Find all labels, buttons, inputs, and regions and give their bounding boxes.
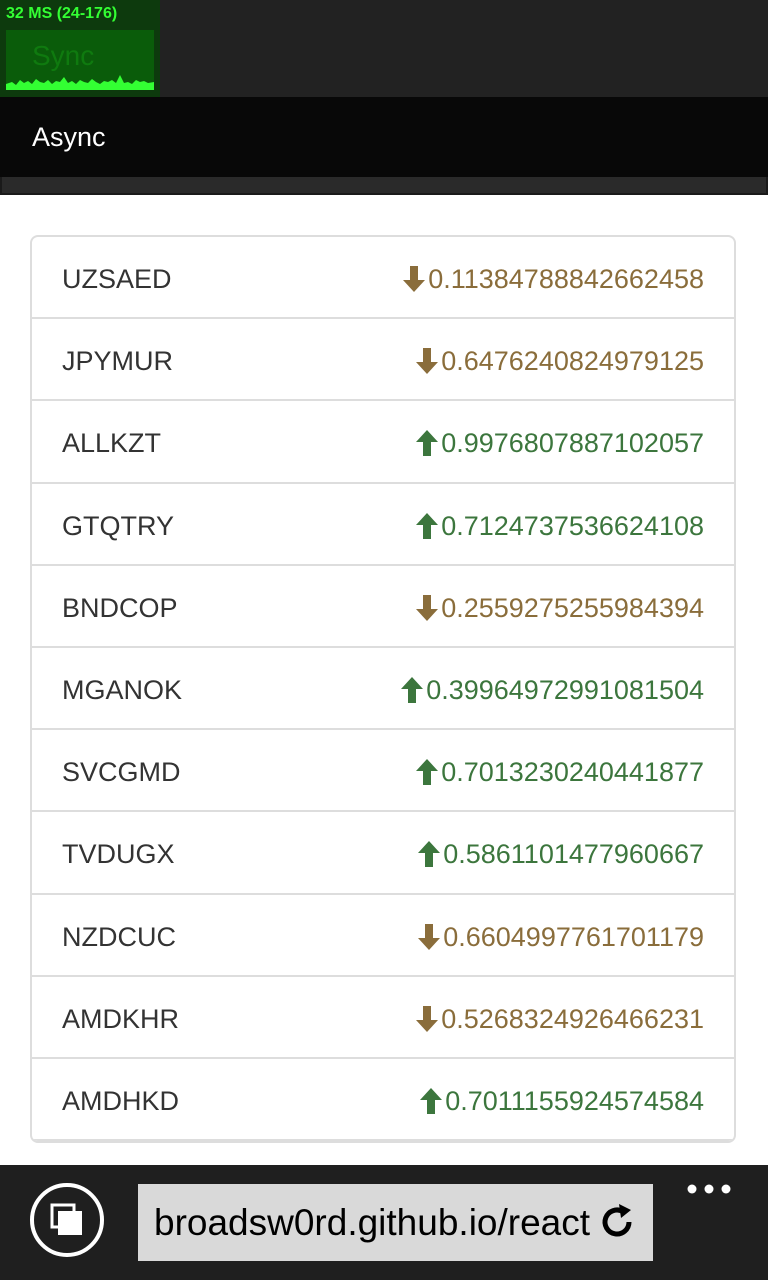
rate-number: 0.7013230240441877 (441, 757, 704, 788)
rate-value: 0.2559275255984394 (415, 592, 704, 624)
rate-row[interactable]: ALLKZT 0.9976807887102057 (32, 401, 734, 484)
arrow-up-icon (420, 1087, 443, 1114)
perf-monitor-graph: Sync (6, 30, 154, 90)
rate-number: 0.6476240824979125 (441, 346, 704, 377)
rate-value: 0.39964972991081504 (400, 674, 704, 706)
rate-number: 0.6604997761701179 (443, 921, 704, 952)
address-bar[interactable]: broadsw0rd.github.io/react (138, 1184, 653, 1261)
rate-row[interactable]: AMDHKD 0.7011155924574584 (32, 1059, 734, 1142)
rate-list: UZSAED 0.11384788842662458 JPYMUR 0.6476240… (30, 235, 736, 1144)
rate-number: 0.7124737536624108 (441, 510, 704, 541)
arrow-up-icon (416, 512, 439, 539)
rate-name: AMDHKD (62, 1085, 180, 1116)
rate-row[interactable]: TVDUGX 0.5861101477960667 (32, 812, 734, 895)
perf-monitor: 32 MS (24-176) Sync (0, 0, 160, 97)
rate-value: 0.5268324926466231 (415, 1003, 704, 1035)
browser-bar: broadsw0rd.github.io/react (0, 1165, 768, 1280)
address-bar-url[interactable]: broadsw0rd.github.io/react (154, 1202, 590, 1243)
rate-name: SVCGMD (62, 757, 181, 788)
arrow-up-icon (416, 759, 439, 786)
rate-value: 0.5861101477960667 (417, 838, 704, 870)
navbar-bottom-bar (2, 177, 766, 193)
rate-row[interactable]: BNDCOP 0.2559275255984394 (32, 566, 734, 648)
arrow-up-icon (416, 430, 439, 457)
rate-number: 0.2559275255984394 (441, 592, 704, 623)
rate-name: AMDKHR (62, 1003, 180, 1034)
app-header: 32 MS (24-176) Sync Async (0, 0, 768, 195)
rate-name: MGANOK (62, 674, 183, 705)
rate-name: BNDCOP (62, 592, 178, 623)
rate-name: TVDUGX (62, 839, 175, 870)
rate-row[interactable]: NZDCUC 0.6604997761701179 (32, 895, 734, 977)
rate-name: UZSAED (62, 264, 172, 294)
perf-graph-icon (6, 75, 154, 90)
arrow-down-icon (416, 594, 439, 621)
rate-value: 0.9976807887102057 (415, 427, 704, 459)
arrow-up-icon (418, 841, 441, 868)
arrow-down-icon (403, 266, 426, 292)
rate-row[interactable]: JPYMUR 0.6476240824979125 (32, 319, 734, 402)
rate-name: ALLKZT (62, 428, 162, 459)
rate-value: 0.7124737536624108 (415, 510, 704, 542)
rate-number: 0.5268324926466231 (441, 1003, 704, 1034)
rate-value: 0.11384788842662458 (402, 263, 704, 295)
rate-number: 0.39964972991081504 (426, 674, 704, 705)
navbar-title[interactable]: Async (32, 122, 106, 152)
rate-row[interactable]: GTQTRY 0.7124737536624108 (32, 484, 734, 566)
rate-value: 0.7011155924574584 (419, 1085, 704, 1117)
rate-row[interactable]: MGANOK 0.39964972991081504 (32, 648, 734, 731)
perf-monitor-ghost-label: Sync (32, 40, 95, 71)
rate-row[interactable]: AMDKHR 0.5268324926466231 (32, 977, 734, 1059)
arrow-down-icon (416, 348, 439, 375)
tabs-icon (50, 1203, 82, 1235)
rate-number: 0.5861101477960667 (443, 839, 704, 870)
arrow-down-icon (418, 923, 441, 950)
perf-monitor-label: 32 MS (24-176) (6, 5, 118, 22)
arrow-up-icon (401, 676, 424, 703)
rate-value: 0.6604997761701179 (417, 921, 704, 953)
rate-number: 0.9976807887102057 (441, 428, 704, 459)
rate-number: 0.7011155924574584 (445, 1085, 704, 1116)
tabs-button[interactable] (30, 1183, 104, 1257)
rate-value: 0.6476240824979125 (415, 345, 704, 377)
rate-name: JPYMUR (62, 346, 174, 377)
more-icon[interactable] (686, 1179, 732, 1199)
rate-row[interactable]: SVCGMD 0.7013230240441877 (32, 730, 734, 813)
rate-name: GTQTRY (62, 510, 175, 541)
rate-name: NZDCUC (62, 921, 176, 952)
navbar: Async (0, 97, 768, 177)
rate-value: 0.7013230240441877 (415, 756, 704, 788)
rate-number: 0.11384788842662458 (428, 264, 704, 294)
arrow-down-icon (416, 1005, 439, 1032)
refresh-icon[interactable] (597, 1202, 637, 1242)
rate-row[interactable]: UZSAED 0.11384788842662458 (32, 237, 734, 320)
